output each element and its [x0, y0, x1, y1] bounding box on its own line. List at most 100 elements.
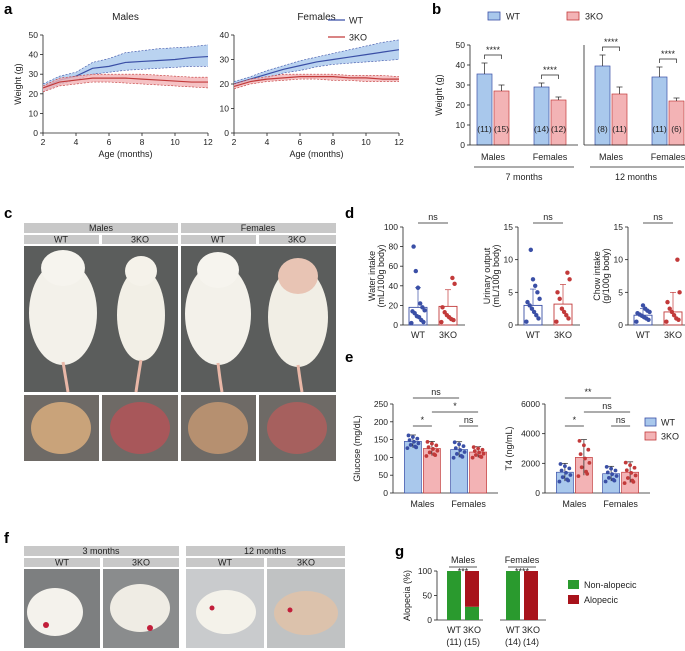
- legend-label-wt: WT: [506, 12, 520, 22]
- abdomen-organs: [31, 402, 91, 454]
- header-males: Males: [89, 223, 114, 233]
- significance-label: *: [421, 415, 425, 425]
- data-point: [622, 481, 627, 486]
- data-point: [451, 455, 456, 460]
- data-point: [405, 446, 410, 451]
- y-tick-label: 30: [456, 80, 466, 90]
- n-label: (11): [612, 124, 627, 134]
- y-axis-label: Weight (g): [13, 63, 23, 104]
- y-tick-label: 50: [379, 470, 389, 480]
- y-tick-label: 0: [224, 128, 229, 138]
- series-line-3KO: [233, 76, 399, 88]
- subheader-3ko: 3KO: [132, 558, 150, 568]
- y-axis-label: Urinary output: [482, 247, 492, 304]
- data-point: [567, 466, 572, 471]
- mouse-wt-12m: [196, 590, 256, 634]
- data-point: [631, 479, 636, 484]
- y-tick-label: 30: [29, 69, 39, 79]
- header-12-months: 12 months: [244, 546, 287, 556]
- band-edge: [233, 78, 399, 90]
- chart-title: Females: [297, 12, 335, 23]
- n-label: (12): [551, 124, 566, 134]
- data-point: [587, 460, 592, 465]
- data-point: [671, 313, 677, 318]
- band-edge: [42, 73, 208, 87]
- data-point: [418, 301, 423, 306]
- mouse-eye: [147, 625, 153, 631]
- data-point: [430, 441, 434, 446]
- data-point: [439, 319, 444, 325]
- header-females: Females: [241, 223, 276, 233]
- data-point: [416, 441, 421, 446]
- y-axis-label: Weight (g): [434, 74, 444, 115]
- photo-panel-f: 3 months 12 months WT 3KO WT 3KO: [24, 546, 345, 648]
- x-tick-label: 8: [140, 137, 145, 147]
- y-tick-label: 20: [29, 89, 39, 99]
- y-tick-label: 0: [535, 488, 540, 498]
- bar-non-alopecic: [447, 571, 461, 620]
- data-point: [559, 468, 564, 473]
- data-point: [412, 439, 416, 444]
- data-point: [471, 445, 476, 450]
- mouse-3ko-male: [117, 269, 165, 361]
- mouse-eye: [209, 605, 215, 611]
- data-point: [406, 433, 411, 438]
- category-label: Females: [451, 499, 486, 509]
- subheader-bar: [181, 235, 256, 244]
- legend-label-3KO: 3KO: [349, 33, 367, 43]
- significance-label: *: [453, 401, 457, 411]
- data-point: [472, 449, 477, 453]
- y-tick-label: 0: [460, 140, 465, 150]
- y-tick-label: 10: [220, 104, 230, 114]
- y-tick-label: 40: [389, 281, 399, 291]
- y-axis-label: Chow intake: [592, 251, 602, 301]
- data-point: [605, 470, 610, 475]
- bar-label: 3KO: [463, 625, 481, 635]
- category-label: WT: [526, 330, 540, 340]
- category-label: Males: [410, 499, 435, 509]
- data-point: [566, 478, 571, 483]
- significance-label: ***: [458, 567, 469, 577]
- y-tick-label: 0: [508, 320, 513, 330]
- data-point: [530, 277, 536, 282]
- y-tick-label: 20: [220, 79, 230, 89]
- legend-label-3ko: 3KO: [661, 432, 679, 442]
- y-tick-label: 100: [384, 222, 398, 232]
- data-point: [674, 316, 679, 321]
- mouse-eye: [43, 622, 49, 628]
- x-tick-label: 4: [265, 137, 270, 147]
- x-tick-label: 6: [298, 137, 303, 147]
- legend-label-alopecic: Alopecic: [584, 595, 619, 605]
- y-tick-label: 10: [614, 255, 624, 265]
- data-point: [434, 443, 439, 448]
- significance-label: **: [584, 387, 592, 397]
- data-point: [558, 462, 563, 466]
- header-bar: [181, 223, 336, 233]
- y-tick-label: 0: [393, 320, 398, 330]
- data-point: [442, 310, 447, 315]
- x-tick-label: 2: [41, 137, 46, 147]
- y-axis-label-unit: (g/100g body): [601, 248, 611, 304]
- y-tick-label: 10: [29, 108, 39, 118]
- data-point: [414, 445, 419, 450]
- data-point: [576, 474, 581, 478]
- data-point: [628, 463, 632, 468]
- y-tick-label: 30: [220, 55, 230, 65]
- n-label: (15): [494, 124, 509, 134]
- data-point: [567, 277, 572, 282]
- bar-wt: [651, 76, 668, 146]
- mouse-head: [197, 252, 239, 288]
- data-point: [470, 455, 475, 460]
- x-tick-label: 2: [232, 137, 237, 147]
- data-point: [534, 313, 539, 318]
- data-point: [607, 475, 611, 480]
- y-tick-label: 0: [33, 128, 38, 138]
- bar-3ko: [668, 100, 685, 146]
- series-line-WT: [233, 49, 400, 85]
- data-point: [425, 440, 430, 444]
- significance-label: ns: [616, 415, 626, 425]
- data-point: [433, 453, 438, 457]
- data-point: [675, 257, 680, 262]
- data-point: [585, 471, 590, 476]
- y-tick-label: 50: [29, 30, 39, 40]
